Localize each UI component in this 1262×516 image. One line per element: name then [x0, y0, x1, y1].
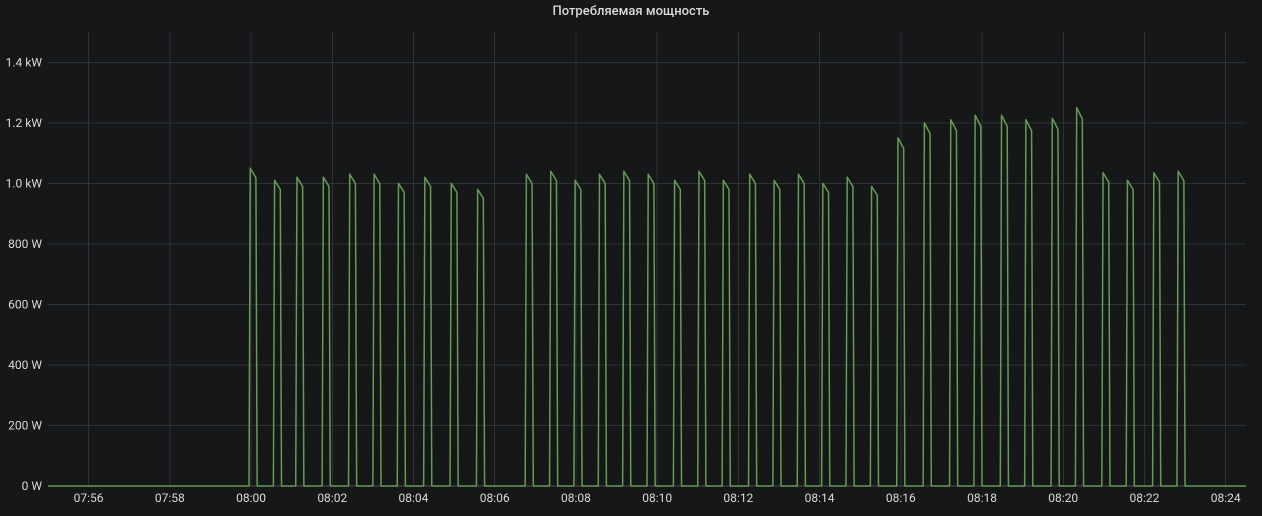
chart-panel: Потребляемая мощность 0 W 200 W 400 W 600 W…	[0, 0, 1262, 516]
power-series-line[interactable]	[48, 108, 1246, 486]
y-axis-tick-label: 1.0 kW	[6, 176, 43, 190]
chart-plot[interactable]: 0 W 200 W 400 W 600 W 800 W 1.0 kW 1.2 kW 1.4 k…	[0, 22, 1260, 514]
x-axis-tick-label: 08:16	[886, 491, 916, 505]
y-axis-tick-label: 0 W	[22, 479, 43, 493]
x-axis-tick-label: 07:58	[155, 491, 185, 505]
chart-svg[interactable]: 0 W 200 W 400 W 600 W 800 W 1.0 kW 1.2 kW 1.4 k…	[0, 22, 1260, 514]
x-axis-tick-label: 08:06	[480, 491, 510, 505]
y-axis-tick-label: 1.2 kW	[6, 116, 43, 130]
y-axis-tick-label: 200 W	[8, 418, 42, 432]
y-axis-tick-label: 800 W	[8, 237, 42, 251]
x-axis-tick-label: 08:18	[967, 491, 997, 505]
x-axis-tick-label: 08:04	[399, 491, 429, 505]
y-axis-tick-label: 400 W	[8, 358, 42, 372]
x-axis-tick-label: 08:02	[317, 491, 347, 505]
x-axis-tick-label: 08:14	[805, 491, 835, 505]
x-axis-tick-label: 08:08	[561, 491, 591, 505]
y-axis-tick-label: 1.4 kW	[6, 55, 43, 69]
x-axis-tick-label: 08:20	[1048, 491, 1078, 505]
x-axis-tick-label: 08:00	[236, 491, 266, 505]
x-axis-tick-label: 08:22	[1130, 491, 1160, 505]
x-axis-tick-label: 08:24	[1211, 491, 1241, 505]
x-axis-tick-label: 08:12	[723, 491, 753, 505]
y-axis-tick-label: 600 W	[8, 297, 42, 311]
x-axis-tick-label: 08:10	[642, 491, 672, 505]
x-axis-tick-label: 07:56	[74, 491, 104, 505]
chart-title: Потребляемая мощность	[0, 4, 1262, 19]
